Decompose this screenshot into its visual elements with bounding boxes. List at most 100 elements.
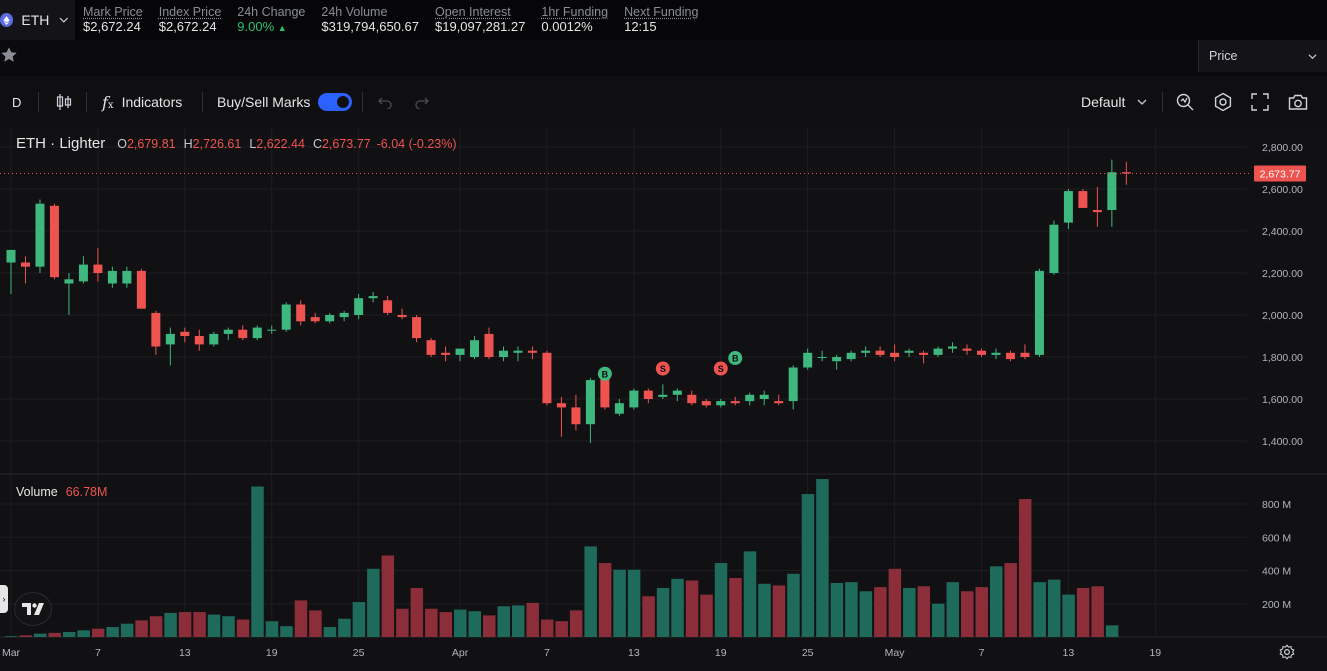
- stat-label[interactable]: Open Interest: [435, 5, 511, 19]
- fullscreen-button[interactable]: [1251, 76, 1269, 128]
- volume-bar: [758, 583, 771, 637]
- stat-label[interactable]: Index Price: [158, 5, 222, 19]
- market-header: ETH Mark Price $2,672.24 Index Price $2,…: [0, 0, 1327, 40]
- candle-body: [180, 331, 190, 336]
- stat-label: 24h Change: [237, 5, 306, 19]
- candle-body: [817, 357, 827, 358]
- volume-bar: [164, 612, 177, 637]
- volume-bar: [845, 582, 858, 637]
- volume-bar: [1076, 587, 1090, 637]
- last-price-tag: [1254, 165, 1306, 182]
- volume-bar: [584, 546, 597, 637]
- star-icon[interactable]: [0, 46, 18, 64]
- candle-body: [64, 279, 74, 284]
- candle-body: [49, 205, 59, 278]
- volume-bar: [700, 594, 713, 637]
- candle-body: [238, 329, 248, 339]
- volume-bar: [989, 566, 1003, 637]
- candle-body: [397, 315, 407, 318]
- volume-bar: [439, 612, 453, 637]
- candle-body: [194, 336, 204, 345]
- volume-bar: [946, 582, 960, 637]
- candle-body: [948, 346, 958, 349]
- quick-search-button[interactable]: [1175, 76, 1195, 128]
- candle-body: [846, 352, 856, 360]
- volume-bar: [454, 609, 467, 637]
- time-axis-label: 13: [179, 647, 191, 659]
- high-label: H: [183, 137, 193, 151]
- volume-bar: [309, 610, 322, 637]
- candle-body: [1049, 224, 1059, 273]
- candle-body: [875, 350, 885, 355]
- candle-body: [803, 352, 813, 368]
- candle-body: [223, 329, 233, 334]
- stat-label[interactable]: Next Funding: [624, 5, 699, 19]
- volume-bar: [903, 587, 916, 637]
- undo-button[interactable]: [377, 76, 393, 128]
- open-label: O: [117, 137, 127, 151]
- candle-body: [890, 352, 900, 357]
- chevron-down-icon: [1308, 54, 1317, 60]
- buy-sell-marks-toggle[interactable]: Buy/Sell Marks: [217, 76, 353, 128]
- close-value: 2,673.77: [321, 137, 371, 151]
- candle-body: [426, 340, 436, 355]
- chevron-down-icon: [1137, 99, 1147, 105]
- volume-bar: [135, 620, 148, 637]
- stat-label[interactable]: Mark Price: [83, 5, 143, 19]
- tradingview-logo[interactable]: [14, 592, 52, 626]
- candle-body: [759, 394, 769, 399]
- indicators-button[interactable]: fx Indicators: [102, 76, 182, 128]
- settings-button[interactable]: [1213, 76, 1233, 128]
- interval-label: D: [12, 94, 22, 110]
- redo-button[interactable]: [414, 76, 430, 128]
- volume-bar: [830, 582, 844, 637]
- layout-label: Default: [1081, 94, 1126, 110]
- asset-selector[interactable]: ETH: [0, 0, 75, 40]
- stat-next-funding: Next Funding 12:15: [624, 0, 698, 35]
- toggle-switch[interactable]: [318, 93, 353, 111]
- eth-icon: [0, 13, 14, 27]
- candle-body: [542, 352, 552, 404]
- volume-bar: [1047, 579, 1061, 637]
- volume-bar: [1004, 563, 1017, 637]
- time-axis-label: 7: [95, 647, 101, 659]
- volume-bar: [743, 551, 757, 637]
- change-value: -6.04 (-0.23%): [376, 137, 457, 151]
- mark-label: S: [660, 364, 666, 374]
- candle-body: [571, 407, 581, 425]
- price-type-select[interactable]: Price: [1198, 40, 1327, 72]
- volume-bar: [483, 615, 496, 637]
- candle-body: [20, 262, 30, 267]
- volume-bar: [801, 494, 815, 637]
- volume-bar: [178, 612, 192, 637]
- stat-label[interactable]: 1hr Funding: [541, 5, 609, 19]
- toolbar-divider: [86, 92, 87, 112]
- volume-bar: [33, 633, 47, 637]
- layout-select[interactable]: Default: [1081, 76, 1147, 128]
- price-axis-label: 1,400.00: [1262, 436, 1303, 448]
- volume-bar: [323, 627, 337, 637]
- price-axis-label: 2,400.00: [1262, 226, 1303, 238]
- volume-bar: [367, 568, 380, 637]
- candle-body: [788, 367, 798, 402]
- volume-bar: [932, 603, 945, 637]
- volume-legend: Volume 66.78M: [16, 485, 107, 499]
- volume-bar: [1033, 582, 1046, 637]
- stat-value: $2,672.24: [83, 19, 141, 34]
- volume-bar: [48, 632, 61, 637]
- sell-mark: [655, 361, 670, 376]
- volume-bar: [656, 587, 670, 637]
- triangle-up-icon: ▲: [277, 23, 287, 33]
- chart-type-button[interactable]: [56, 76, 72, 128]
- candle-body: [136, 270, 146, 309]
- volume-bar: [888, 568, 902, 637]
- sidebar-toggle[interactable]: ›: [0, 585, 8, 613]
- volume-bar: [1105, 625, 1119, 637]
- high-value: 2,726.61: [192, 137, 242, 151]
- candle-body: [35, 203, 45, 267]
- gear-icon[interactable]: [1279, 644, 1295, 660]
- interval-button[interactable]: D: [12, 76, 21, 128]
- screenshot-button[interactable]: [1288, 76, 1308, 128]
- price-axis-label: 2,800.00: [1262, 142, 1303, 154]
